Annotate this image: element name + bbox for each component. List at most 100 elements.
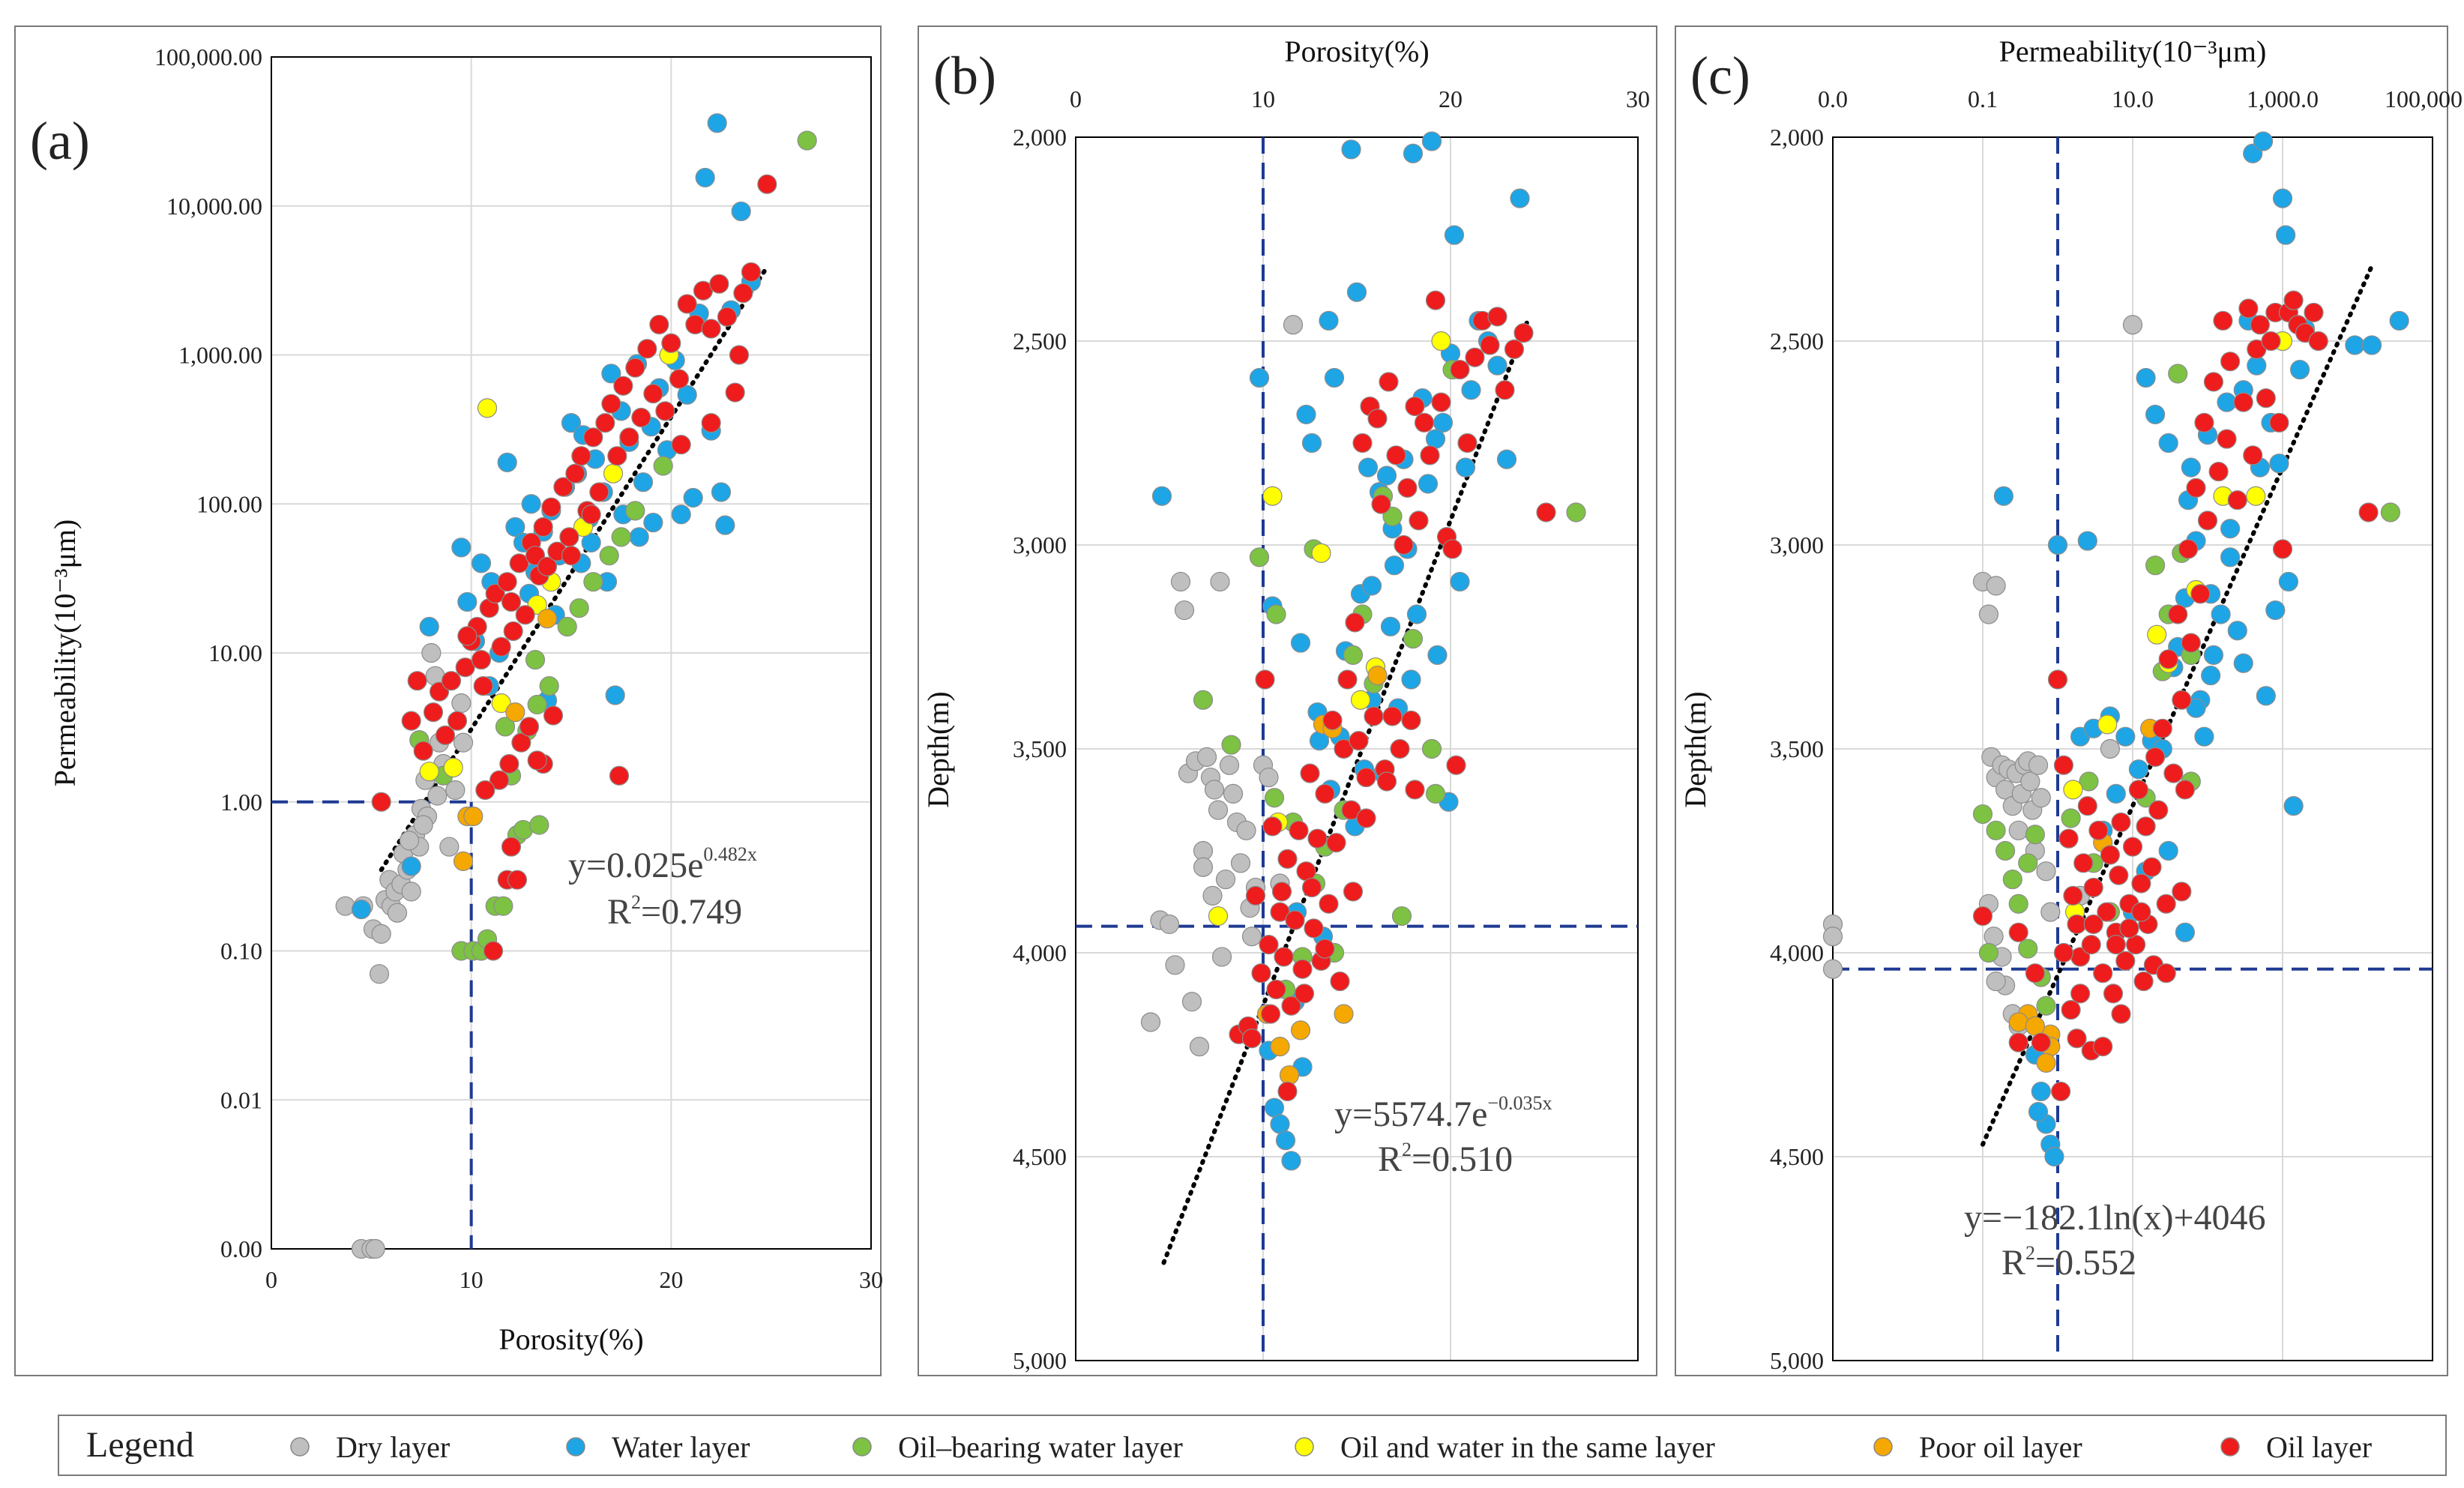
y-tick-label: 0.00 — [220, 1235, 262, 1262]
point-water — [1361, 576, 1382, 596]
point-oil — [1292, 959, 1313, 979]
point-oil — [483, 941, 504, 961]
point-oil — [2128, 780, 2149, 800]
point-water — [2233, 653, 2253, 673]
panel-c-r2: R2=0.552 — [2001, 1242, 2136, 1283]
point-oil — [1315, 783, 1335, 804]
point-oil — [2197, 510, 2218, 531]
point-oil — [2008, 922, 2028, 942]
point-dry — [1986, 971, 2006, 992]
point-water — [2278, 571, 2299, 592]
point-oil — [2163, 763, 2184, 783]
point-water — [1358, 457, 1379, 478]
point-water — [1496, 449, 1517, 469]
point-water — [2145, 404, 2166, 425]
point-oilbearing — [529, 815, 549, 835]
point-dry — [1202, 885, 1223, 906]
point-oil — [1300, 763, 1320, 783]
point-oilbearing — [2168, 364, 2188, 384]
panel-a-frame — [14, 25, 882, 1376]
point-oilbearing — [493, 896, 513, 916]
point-dry — [1219, 755, 1240, 775]
point-dry — [1211, 947, 1232, 967]
point-water — [2289, 359, 2310, 380]
point-oilbearing — [2036, 995, 2056, 1016]
legend-label-dry: Dry layer — [336, 1430, 450, 1464]
point-water — [2181, 457, 2201, 478]
legend-item-water: Water layer — [566, 1430, 750, 1464]
point-dry — [387, 903, 408, 923]
point-water — [1301, 433, 1322, 454]
x-tick-label: 20 — [659, 1266, 683, 1293]
point-water — [1403, 143, 1424, 163]
point-water — [2227, 621, 2247, 641]
point-oil — [423, 702, 444, 723]
point-oil — [2194, 412, 2214, 433]
point-oilbearing — [2061, 808, 2081, 828]
panel-a-cutoffs — [271, 800, 473, 1249]
point-oil — [2208, 461, 2229, 482]
panel-b-ticks: 0 10 20 30 2,000 2,500 3,000 3,500 4,000 4,500 5,0… — [1013, 85, 1650, 1374]
point-water — [1450, 571, 1470, 592]
point-oil — [1294, 984, 1315, 1004]
point-poor — [505, 702, 525, 723]
point-oil — [2156, 963, 2176, 984]
point-oilbearing — [557, 616, 577, 637]
point-water — [2106, 783, 2126, 804]
point-oilbearing — [1382, 506, 1403, 527]
point-oil — [581, 504, 601, 525]
point-samelayer — [2097, 714, 2118, 735]
point-oil — [1245, 885, 1266, 906]
point-dry — [1210, 571, 1230, 592]
point-oil — [371, 792, 391, 812]
point-oil — [1465, 347, 1485, 367]
point-water — [2158, 433, 2178, 454]
point-poor — [1334, 1004, 1354, 1024]
point-water — [471, 553, 492, 573]
point-water — [2220, 519, 2241, 539]
point-water — [2115, 726, 2136, 747]
point-oil — [2217, 429, 2237, 449]
point-oil — [2238, 298, 2259, 319]
point-water — [2269, 454, 2289, 474]
y-tick-label: 100,000.00 — [154, 43, 262, 70]
point-water — [561, 413, 582, 433]
point-oil — [475, 780, 495, 801]
point-oil — [1382, 706, 1403, 726]
point-dry — [335, 896, 355, 916]
y-tick-label: 2,500 — [1013, 328, 1067, 355]
point-oil — [2047, 669, 2068, 690]
point-oil — [2077, 796, 2097, 816]
y-tick-label: 100.00 — [196, 490, 262, 517]
point-oil — [1260, 1004, 1281, 1024]
legend-label-water: Water layer — [612, 1430, 750, 1464]
point-oil — [595, 413, 615, 433]
point-oil — [2136, 816, 2156, 837]
point-dry — [365, 1238, 385, 1259]
point-oilbearing — [2002, 869, 2022, 890]
point-oil — [2256, 388, 2276, 409]
panel-a-xlabel: Porosity(%) — [498, 1322, 643, 1356]
point-oil — [455, 657, 475, 678]
point-water — [1324, 367, 1345, 388]
legend-marker-samelayer — [1295, 1437, 1314, 1457]
point-dry — [1165, 955, 1185, 975]
point-oil — [1356, 808, 1376, 828]
point-oil — [655, 401, 675, 421]
point-oil — [2088, 820, 2109, 840]
legend-label-oil: Oil layer — [2266, 1430, 2372, 1464]
point-water — [731, 201, 751, 222]
panel-b-r2: R2=0.510 — [1378, 1139, 1513, 1179]
legend-marker-oilbearing — [852, 1437, 872, 1457]
point-water — [2128, 759, 2149, 780]
point-oil — [2083, 914, 2103, 935]
point-oil — [1259, 935, 1279, 955]
y-tick-label: 3,000 — [1770, 531, 1824, 558]
point-dry — [2040, 902, 2061, 922]
point-oil — [2053, 942, 2074, 963]
point-oil — [2053, 755, 2074, 775]
point-oil — [1457, 433, 1478, 454]
point-oil — [447, 711, 468, 731]
point-oil — [2148, 800, 2169, 820]
point-dry — [1204, 780, 1225, 800]
